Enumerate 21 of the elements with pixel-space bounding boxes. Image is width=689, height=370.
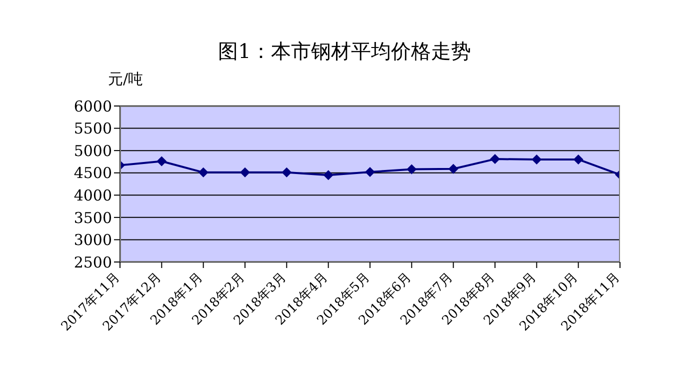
point — [532, 154, 542, 164]
point — [365, 166, 375, 177]
point — [448, 164, 458, 174]
y-tick-label: 5500 — [74, 120, 112, 138]
y-tick-label: 6000 — [74, 97, 112, 116]
point — [573, 154, 584, 164]
y-tick-label: 2500 — [74, 253, 112, 272]
y-tick-label: 3500 — [74, 208, 112, 227]
point — [156, 156, 167, 166]
point — [323, 170, 334, 180]
point — [240, 167, 250, 178]
y-tick-label: 3000 — [74, 231, 112, 250]
point — [406, 164, 417, 174]
y-tick-label: 4000 — [74, 186, 112, 204]
point — [282, 167, 292, 178]
y-tick-label: 4500 — [74, 164, 112, 182]
y-tick-label: 5000 — [74, 142, 112, 160]
chart-title: 图1：本市钢材平均价格走势 — [217, 38, 472, 65]
y-axis-title: 元/吨 — [108, 70, 144, 89]
point — [198, 167, 208, 178]
point — [490, 154, 500, 164]
